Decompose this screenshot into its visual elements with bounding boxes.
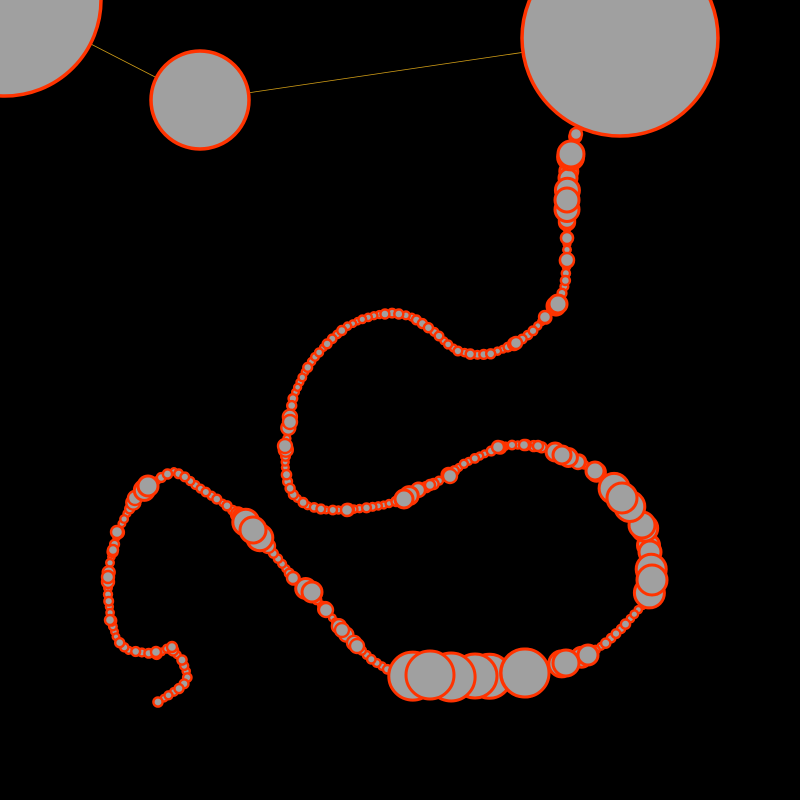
chain-bead xyxy=(282,470,291,479)
chain-bead xyxy=(466,350,475,359)
chain-bead xyxy=(424,323,433,332)
chain-bead xyxy=(165,691,173,699)
chain-bead xyxy=(212,495,221,504)
chain-bead xyxy=(362,503,371,512)
chain-bead xyxy=(317,505,326,514)
chain-bead xyxy=(561,232,573,244)
chain-bead xyxy=(486,349,495,358)
chain-bead xyxy=(555,188,579,212)
chain-bead xyxy=(111,526,123,538)
chain-bead xyxy=(444,340,452,348)
large-node-3 xyxy=(522,0,718,136)
chain-bead xyxy=(607,483,637,513)
chain-bead xyxy=(519,440,529,450)
chain-bead xyxy=(367,655,375,663)
chain-bead xyxy=(319,603,333,617)
chain-bead xyxy=(286,484,295,493)
chain-bead xyxy=(578,645,598,665)
chain-bead xyxy=(294,384,301,391)
chain-bead xyxy=(240,517,266,543)
chain-bead xyxy=(337,326,346,335)
chain-bead xyxy=(223,501,232,510)
chain-bead xyxy=(553,650,579,676)
large-node-2 xyxy=(151,51,249,149)
chain-bead xyxy=(131,647,140,656)
chain-bead xyxy=(549,295,567,313)
chain-bead xyxy=(612,629,621,638)
chain-bead xyxy=(102,571,114,583)
chain-bead xyxy=(350,639,364,653)
chain-bead xyxy=(329,506,337,514)
chain-bead xyxy=(302,582,322,602)
chain-bead xyxy=(406,651,454,699)
chain-bead xyxy=(443,469,457,483)
chain-bead xyxy=(283,415,297,429)
chain-bead xyxy=(202,488,210,496)
chain-bead xyxy=(560,253,574,267)
chain-bead xyxy=(177,655,186,664)
chain-bead xyxy=(335,623,349,637)
chain-bead xyxy=(151,647,161,657)
chain-bead xyxy=(501,649,549,697)
chain-bead xyxy=(631,610,639,618)
chain-bead xyxy=(167,642,177,652)
chain-bead xyxy=(586,462,604,480)
chain-bead xyxy=(510,337,522,349)
chain-bead xyxy=(460,460,468,468)
chain-bead xyxy=(359,316,367,324)
chain-bead xyxy=(163,469,172,478)
chain-bead xyxy=(454,347,463,356)
chain-bead xyxy=(303,363,312,372)
chain-bead xyxy=(601,639,610,648)
chain-bead xyxy=(621,620,630,629)
chain-bead xyxy=(435,332,444,341)
chain-bead xyxy=(278,439,292,453)
chain-bead xyxy=(341,504,353,516)
chain-bead xyxy=(104,597,113,606)
chain-bead xyxy=(637,565,667,595)
large-nodes xyxy=(0,0,718,149)
chain-bead xyxy=(138,476,158,496)
chain-bead xyxy=(315,348,323,356)
large-node-1 xyxy=(0,0,101,96)
chain-bead xyxy=(558,141,584,167)
chain-bead xyxy=(508,441,516,449)
chain-bead xyxy=(561,276,570,285)
chain-bead xyxy=(299,374,307,382)
chain-bead xyxy=(533,441,543,451)
chain-bead xyxy=(492,441,504,453)
chain-bead xyxy=(380,310,389,319)
chain-bead xyxy=(323,340,332,349)
chain-bead xyxy=(120,515,128,523)
chain-bead xyxy=(175,684,184,693)
chain-bead xyxy=(395,490,413,508)
chain-bead xyxy=(570,128,582,140)
chain-bead xyxy=(394,310,403,319)
chain-bead xyxy=(153,697,162,706)
chain-bead xyxy=(471,454,479,462)
chain-bead xyxy=(299,498,308,507)
chain-bead xyxy=(529,327,538,336)
chain-bead xyxy=(553,446,571,464)
chain-bead xyxy=(108,545,118,555)
chain-bead xyxy=(181,473,190,482)
bead-chain xyxy=(102,119,667,707)
chain-bead xyxy=(115,638,124,647)
chain-bead xyxy=(105,615,115,625)
